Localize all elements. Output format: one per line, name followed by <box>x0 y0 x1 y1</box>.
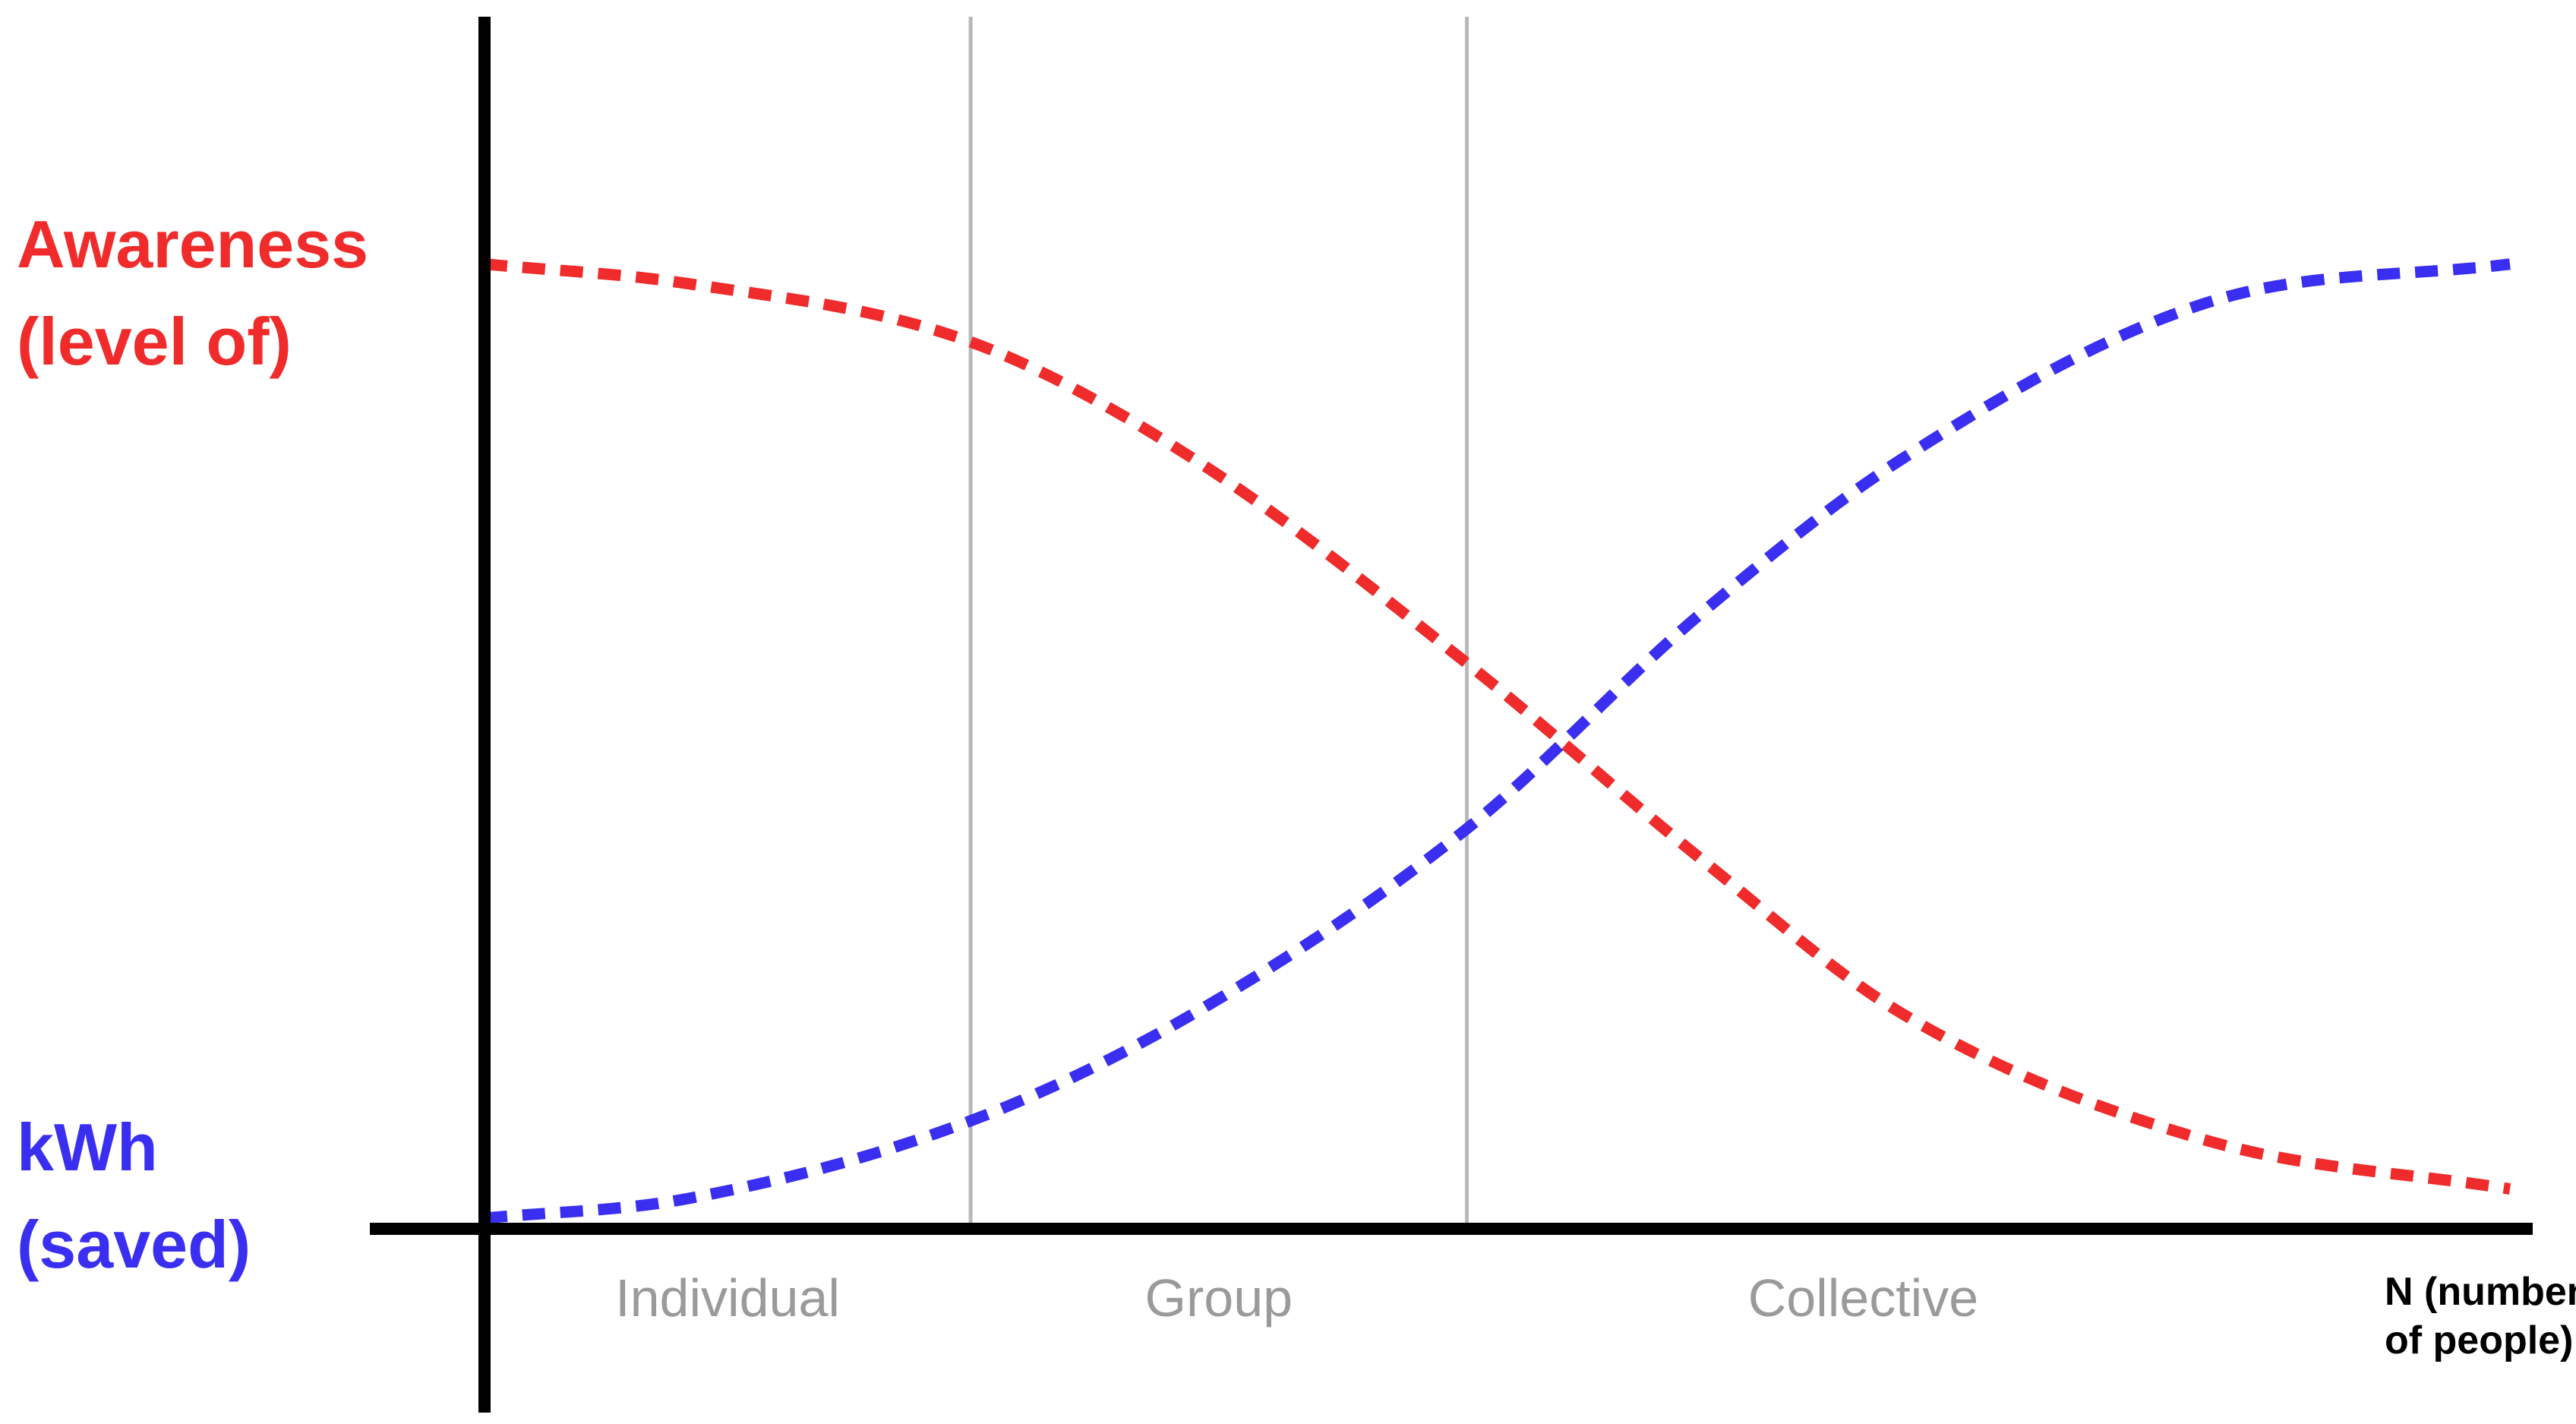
kwh-label-line-2: (saved) <box>17 1207 251 1282</box>
y-axis-label-awareness: Awareness (level of) <box>17 196 368 390</box>
awareness-label-line-2: (level of) <box>17 304 292 379</box>
y-axis-label-kwh: kWh (saved) <box>17 1099 251 1293</box>
phase-boundaries <box>968 17 1469 1229</box>
x-axis-label-line-1: N (number <box>2385 1270 2576 1314</box>
kwh-label-line-1: kWh <box>17 1110 158 1185</box>
phase-label-group: Group <box>1145 1268 1293 1328</box>
x-axis-label: N (number of people) <box>2385 1270 2576 1362</box>
series-line-awareness <box>484 258 2511 1195</box>
axes <box>370 17 2533 1413</box>
x-axis-label-line-2: of people) <box>2385 1318 2573 1362</box>
phase-labels: Individual Group Collective <box>615 1268 1978 1328</box>
phase-label-collective: Collective <box>1748 1268 1978 1328</box>
series-layer <box>484 258 2511 1224</box>
phase-label-individual: Individual <box>615 1268 840 1328</box>
awareness-label-line-1: Awareness <box>17 207 369 282</box>
series-line-kwh <box>484 258 2511 1224</box>
